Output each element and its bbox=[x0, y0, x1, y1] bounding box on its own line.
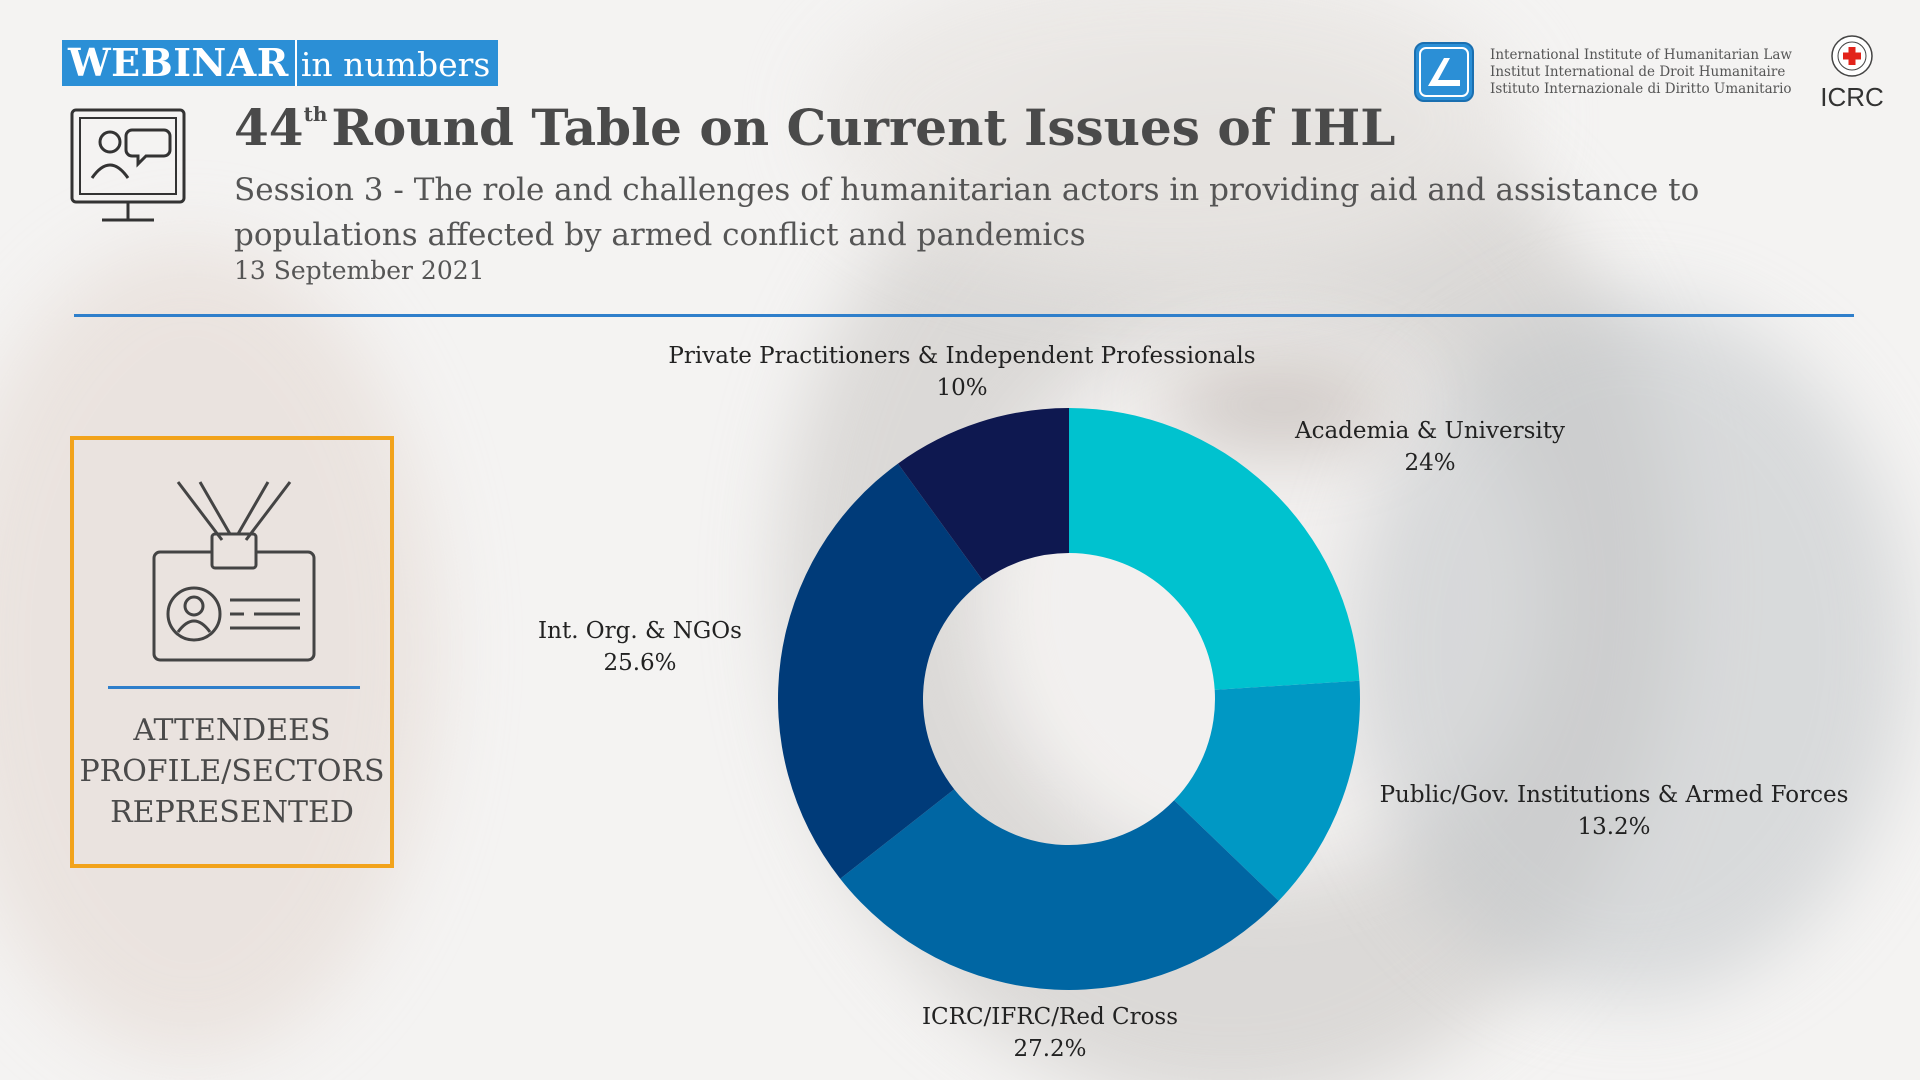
donut-slice-0 bbox=[1069, 408, 1360, 690]
profile-label-line-3: REPRESENTED bbox=[110, 795, 354, 830]
donut-slice-4 bbox=[897, 408, 1069, 581]
slice-label-4: Private Practitioners & Independent Prof… bbox=[668, 343, 1255, 369]
title-number: 44 bbox=[234, 98, 304, 157]
video-conference-monitor-icon bbox=[70, 108, 186, 222]
slice-label-0: Academia & University bbox=[1294, 418, 1565, 444]
badge-strong-text: WEBINAR bbox=[62, 40, 295, 86]
slice-label-3: Int. Org. & NGOs bbox=[538, 618, 742, 644]
header-divider bbox=[74, 314, 1854, 317]
iihl-hand-logo-icon bbox=[1414, 42, 1474, 102]
donut-slice-3 bbox=[778, 463, 984, 879]
icrc-logo-block: ICRC bbox=[1816, 34, 1888, 113]
webinar-badge: WEBINAR in numbers bbox=[62, 40, 499, 86]
red-cross-emblem-icon bbox=[1831, 35, 1873, 77]
attendees-profile-box: ATTENDEES PROFILE/SECTORS REPRESENTED bbox=[70, 436, 394, 868]
title-text: Round Table on Current Issues of IHL bbox=[331, 98, 1396, 157]
icrc-text: ICRC bbox=[1820, 82, 1884, 112]
session-date: 13 September 2021 bbox=[234, 256, 485, 285]
badge-light-text: in numbers bbox=[294, 40, 499, 86]
profile-label: ATTENDEES PROFILE/SECTORS REPRESENTED bbox=[74, 710, 390, 833]
profile-label-line-2: PROFILE/SECTORS bbox=[79, 754, 385, 789]
slice-label-2: ICRC/IFRC/Red Cross bbox=[922, 1004, 1178, 1030]
slice-label-1: Public/Gov. Institutions & Armed Forces bbox=[1380, 782, 1849, 808]
iihl-line-it: Istituto Internazionale di Diritto Umani… bbox=[1490, 80, 1792, 97]
page-title: 44thRound Table on Current Issues of IHL bbox=[234, 98, 1395, 157]
donut-slice-1 bbox=[1174, 680, 1360, 901]
slice-value-1: 13.2% bbox=[1577, 814, 1650, 840]
slice-value-4: 10% bbox=[936, 375, 987, 401]
session-subtitle: Session 3 - The role and challenges of h… bbox=[234, 172, 1700, 253]
donut-slice-2 bbox=[840, 789, 1279, 990]
slice-value-3: 25.6% bbox=[603, 650, 676, 676]
slice-value-0: 24% bbox=[1404, 450, 1455, 476]
profile-label-line-1: ATTENDEES bbox=[133, 713, 331, 748]
profile-divider bbox=[108, 686, 360, 689]
id-badge-icon bbox=[152, 481, 316, 662]
iihl-line-en: International Institute of Humanitarian … bbox=[1490, 46, 1792, 63]
slice-value-2: 27.2% bbox=[1013, 1036, 1086, 1062]
title-ordinal: th bbox=[303, 102, 328, 126]
iihl-text: International Institute of Humanitarian … bbox=[1490, 47, 1792, 98]
iihl-line-fr: Institut International de Droit Humanita… bbox=[1490, 63, 1786, 80]
iihl-logo-block: International Institute of Humanitarian … bbox=[1414, 42, 1792, 102]
